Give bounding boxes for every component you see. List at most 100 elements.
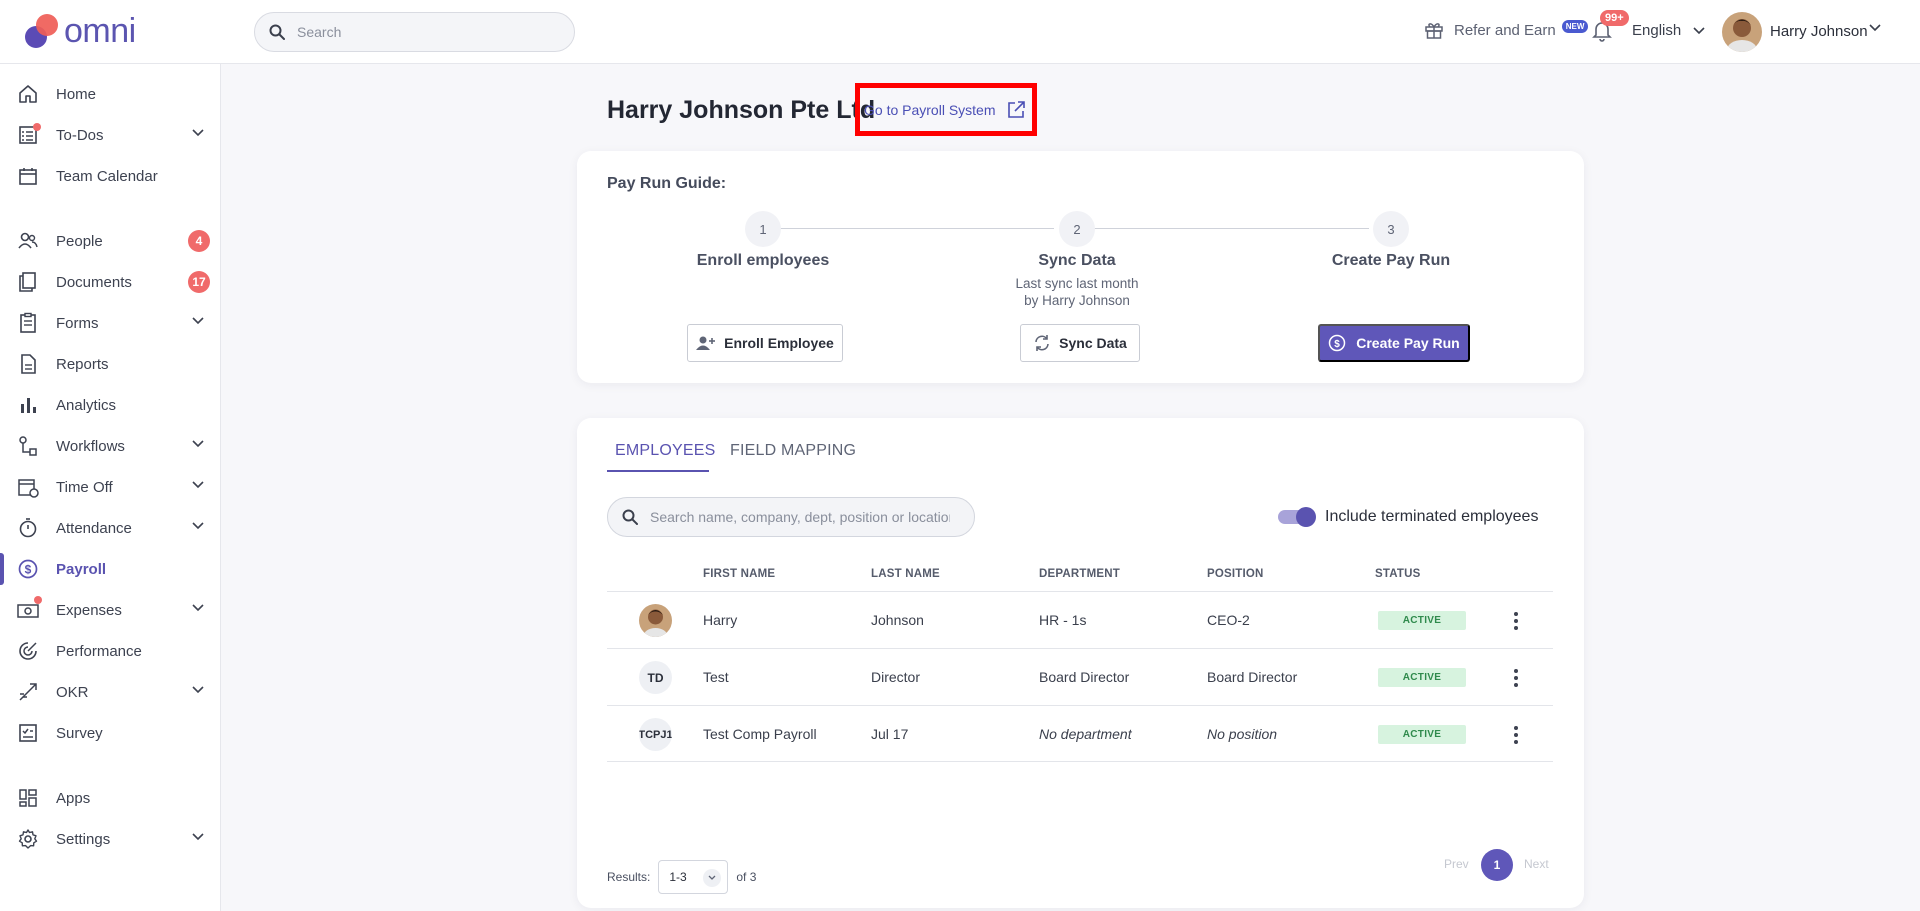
add-user-icon xyxy=(696,336,716,350)
more-vertical-icon[interactable] xyxy=(1513,610,1519,632)
logo-mark-icon xyxy=(22,12,64,50)
sidebar-item-home[interactable]: Home xyxy=(0,76,220,112)
sidebar-item-people[interactable]: People 4 xyxy=(0,223,220,259)
tab-employees[interactable]: EMPLOYEES xyxy=(615,442,716,459)
sidebar-item-label: People xyxy=(56,232,103,250)
tab-field-mapping[interactable]: FIELD MAPPING xyxy=(730,442,857,459)
gear-icon xyxy=(18,829,38,849)
sidebar-item-workflows[interactable]: Workflows xyxy=(0,428,220,464)
workflow-icon xyxy=(19,436,37,456)
create-pay-run-button[interactable]: $ Create Pay Run xyxy=(1318,324,1470,362)
sidebar-item-okr[interactable]: OKR xyxy=(0,674,220,710)
people-count-badge: 4 xyxy=(188,230,210,252)
sidebar-item-team-calendar[interactable]: Team Calendar xyxy=(0,158,220,194)
employee-avatar xyxy=(639,604,672,637)
position-cell: No position xyxy=(1207,726,1278,742)
sidebar-item-attendance[interactable]: Attendance xyxy=(0,510,220,546)
table-row[interactable]: TD Test Director Board Director Board Di… xyxy=(607,648,1553,705)
pagination-next[interactable]: Next xyxy=(1524,857,1549,871)
apps-icon xyxy=(19,789,37,807)
sidebar-item-expenses[interactable]: Expenses xyxy=(0,592,220,628)
step-3-title: Create Pay Run xyxy=(1331,252,1451,269)
omni-logo[interactable]: omni xyxy=(22,12,136,50)
employees-card: EMPLOYEES FIELD MAPPING Include terminat… xyxy=(577,418,1584,908)
enroll-employee-button[interactable]: Enroll Employee xyxy=(687,324,843,362)
status-badge: ACTIVE xyxy=(1378,668,1466,687)
more-vertical-icon[interactable] xyxy=(1513,724,1519,746)
last-sync-text: Last sync last month xyxy=(1015,276,1139,291)
global-search-input[interactable] xyxy=(297,24,547,40)
user-avatar[interactable] xyxy=(1722,12,1762,52)
svg-text:$: $ xyxy=(1334,339,1340,350)
sidebar-item-forms[interactable]: Forms xyxy=(0,305,220,341)
employee-initials-avatar: TD xyxy=(639,661,672,694)
time-off-icon xyxy=(18,479,39,498)
last-name-cell: Johnson xyxy=(871,612,924,628)
go-to-payroll-system-link[interactable]: Go to Payroll System xyxy=(855,83,1037,136)
sync-data-button[interactable]: Sync Data xyxy=(1020,324,1140,362)
position-cell: CEO-2 xyxy=(1207,612,1250,628)
expenses-icon xyxy=(17,604,39,618)
sidebar-item-performance[interactable]: Performance xyxy=(0,633,220,669)
step-2-subtitle: Last sync last month by Harry Johnson xyxy=(957,275,1197,309)
sidebar-item-label: OKR xyxy=(56,683,89,701)
department-cell: No department xyxy=(1039,726,1132,742)
payroll-link-label: Go to Payroll System xyxy=(864,101,996,118)
sidebar-item-survey[interactable]: Survey xyxy=(0,715,220,751)
pagination-prev[interactable]: Prev xyxy=(1444,857,1469,871)
logo-text: omni xyxy=(64,12,136,50)
user-menu-chevron-down-icon[interactable] xyxy=(1869,24,1881,32)
create-pay-run-label: Create Pay Run xyxy=(1356,335,1460,351)
sidebar-item-label: Settings xyxy=(56,830,111,848)
people-icon xyxy=(18,232,38,249)
notification-dot xyxy=(33,123,41,131)
sidebar-item-to-dos[interactable]: To-Dos xyxy=(0,117,220,153)
sidebar-item-documents[interactable]: Documents 17 xyxy=(0,264,220,300)
step-2-title: Sync Data xyxy=(1038,252,1116,269)
table-row[interactable]: Harry Johnson HR - 1s CEO-2 ACTIVE xyxy=(607,591,1553,648)
sidebar-item-time-off[interactable]: Time Off xyxy=(0,469,220,505)
active-tab-indicator xyxy=(607,470,709,472)
todo-list-icon xyxy=(19,126,37,144)
position-cell: Board Director xyxy=(1207,669,1298,685)
user-name[interactable]: Harry Johnson xyxy=(1770,23,1868,40)
global-search[interactable] xyxy=(254,12,575,52)
refer-and-earn-link[interactable]: Refer and Earn NEW xyxy=(1424,19,1589,40)
more-vertical-icon[interactable] xyxy=(1513,667,1519,689)
sidebar-item-label: Workflows xyxy=(56,437,125,455)
first-name-cell: Test xyxy=(703,669,729,685)
sidebar-item-reports[interactable]: Reports xyxy=(0,346,220,382)
include-terminated-toggle[interactable] xyxy=(1278,507,1316,527)
pagination-page-1[interactable]: 1 xyxy=(1481,849,1513,881)
sidebar-item-label: Home xyxy=(56,85,97,103)
survey-icon xyxy=(19,724,37,742)
sidebar-item-payroll[interactable]: $ Payroll xyxy=(0,551,220,587)
sidebar-item-label: Team Calendar xyxy=(56,167,158,185)
language-selector[interactable]: English xyxy=(1632,22,1705,39)
sidebar-item-settings[interactable]: Settings xyxy=(0,821,220,857)
column-header-position: POSITION xyxy=(1207,568,1264,580)
chevron-down-icon xyxy=(192,833,204,841)
chevron-down-icon xyxy=(192,604,204,612)
top-bar: omni Refer and Earn NEW 99+ English Harr… xyxy=(0,0,1920,64)
sidebar-item-analytics[interactable]: Analytics xyxy=(0,387,220,423)
column-header-first-name: FIRST NAME xyxy=(703,568,776,580)
sidebar-item-apps[interactable]: Apps xyxy=(0,780,220,816)
report-icon xyxy=(21,354,36,374)
last-sync-by-text: by Harry Johnson xyxy=(1024,293,1130,308)
dollar-icon: $ xyxy=(18,559,38,579)
stopwatch-icon xyxy=(19,518,37,538)
enroll-employee-label: Enroll Employee xyxy=(724,335,834,351)
first-name-cell: Harry xyxy=(703,612,738,628)
employee-search-input[interactable] xyxy=(650,509,950,525)
svg-text:$: $ xyxy=(25,563,32,577)
employee-search[interactable] xyxy=(607,497,975,537)
external-link-icon xyxy=(1007,100,1025,118)
sidebar-item-label: Expenses xyxy=(56,601,122,619)
sidebar-item-label: Performance xyxy=(56,642,142,660)
results-range-select[interactable]: 1-3 xyxy=(658,860,729,894)
results-total: of 3 xyxy=(736,870,757,884)
status-badge: ACTIVE xyxy=(1378,725,1466,744)
table-row[interactable]: TCPJ1 Test Comp Payroll Jul 17 No depart… xyxy=(607,705,1553,762)
gift-icon xyxy=(1425,23,1443,39)
